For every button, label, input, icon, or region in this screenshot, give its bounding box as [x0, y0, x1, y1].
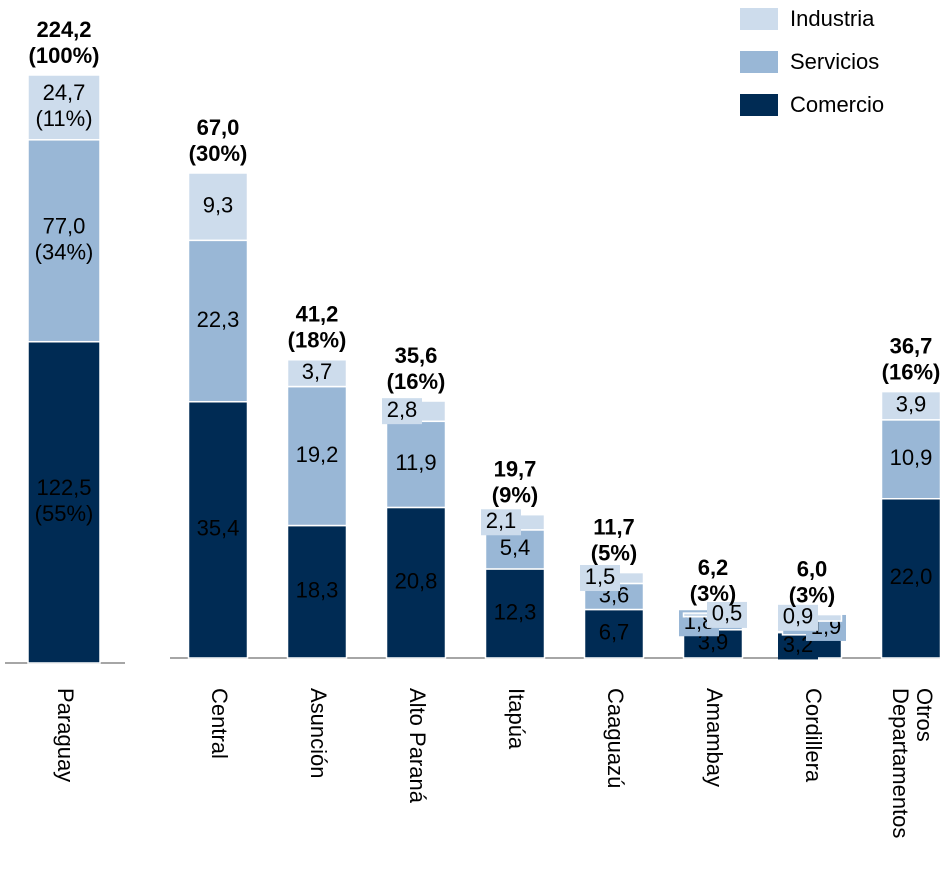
- x-tick-label: Caaguazú: [603, 688, 628, 788]
- bar-segment: [880, 390, 942, 421]
- x-tick-label: Alto Paraná: [405, 688, 430, 804]
- label-box: [580, 565, 620, 592]
- legend-label: Servicios: [790, 49, 879, 74]
- total-label: 224,2: [36, 17, 91, 42]
- bar-segment: [27, 74, 101, 141]
- value-label: 3,9: [896, 392, 927, 417]
- total-label: 36,7: [890, 333, 933, 358]
- bar-segment: [286, 524, 348, 659]
- value-label: 5,4: [500, 535, 531, 560]
- total-label: 35,6: [395, 343, 438, 368]
- bar-segment: [27, 340, 101, 664]
- total-share-label: (18%): [288, 328, 347, 353]
- share-label: (55%): [35, 501, 94, 526]
- bar-segment: [286, 385, 348, 527]
- x-tick-label: Asunción: [306, 688, 331, 779]
- bar-segment: [385, 420, 447, 509]
- value-label: 122,5: [36, 475, 91, 500]
- value-label: 22,0: [890, 564, 933, 589]
- label-box: [707, 601, 747, 628]
- total-share-label: (3%): [690, 581, 736, 606]
- value-label: 6,7: [599, 620, 630, 645]
- bar-segment: [583, 608, 645, 659]
- value-label: 1,5: [585, 564, 616, 589]
- bar-segment: [484, 568, 546, 659]
- share-label: (11%): [35, 106, 92, 131]
- total-share-label: (5%): [591, 540, 637, 565]
- x-tick-label: Itapúa: [504, 688, 529, 750]
- bar-segment: [187, 239, 249, 403]
- label-box: [481, 509, 521, 536]
- value-label: 3,7: [302, 359, 333, 384]
- label-box: [382, 398, 422, 425]
- bar-segment: [187, 172, 249, 242]
- bar-segment: [187, 400, 249, 659]
- label-box: [778, 604, 818, 631]
- total-share-label: (16%): [882, 359, 941, 384]
- value-label: 0,9: [783, 604, 814, 629]
- value-label: 9,3: [203, 192, 234, 217]
- value-label: 20,8: [395, 569, 438, 594]
- x-tick-label: Central: [207, 688, 232, 759]
- value-label: 19,2: [296, 442, 339, 467]
- total-share-label: (9%): [492, 482, 538, 507]
- value-label: 2,1: [486, 508, 517, 533]
- value-label: 0,5: [712, 601, 743, 626]
- value-label: 18,3: [296, 578, 339, 603]
- value-label: 24,7: [43, 80, 86, 105]
- x-tick-label: Otros Departamentos: [888, 688, 937, 838]
- value-label: 22,3: [197, 307, 240, 332]
- bar-segment: [286, 359, 348, 388]
- value-label: 12,3: [494, 599, 537, 624]
- share-label: (34%): [35, 240, 94, 265]
- legend-swatch: [740, 8, 778, 30]
- x-tick-label: Paraguay: [53, 688, 78, 782]
- total-share-label: (3%): [789, 582, 835, 607]
- bar-segment: [484, 529, 546, 570]
- total-label: 19,7: [494, 456, 537, 481]
- value-label: 10,9: [890, 445, 933, 470]
- total-label: 67,0: [197, 115, 240, 140]
- value-label: 2,8: [387, 397, 418, 422]
- total-label: 41,2: [296, 302, 339, 327]
- value-label: 35,4: [197, 516, 240, 541]
- total-share-label: (16%): [387, 369, 446, 394]
- legend-label: Industria: [790, 6, 875, 31]
- x-tick-label: Amambay: [702, 688, 727, 787]
- bar-segment: [880, 497, 942, 659]
- total-label: 6,2: [698, 555, 729, 580]
- total-label: 11,7: [593, 514, 635, 539]
- legend-label: Comercio: [790, 92, 884, 117]
- x-tick-label: Cordillera: [801, 688, 826, 783]
- total-label: 6,0: [797, 556, 828, 581]
- bar-segment: [880, 419, 942, 500]
- legend-swatch: [740, 51, 778, 73]
- legend-swatch: [740, 94, 778, 116]
- total-share-label: (30%): [189, 141, 248, 166]
- value-label: 11,9: [395, 450, 436, 475]
- value-label: 77,0: [43, 214, 86, 239]
- total-share-label: (100%): [29, 43, 100, 68]
